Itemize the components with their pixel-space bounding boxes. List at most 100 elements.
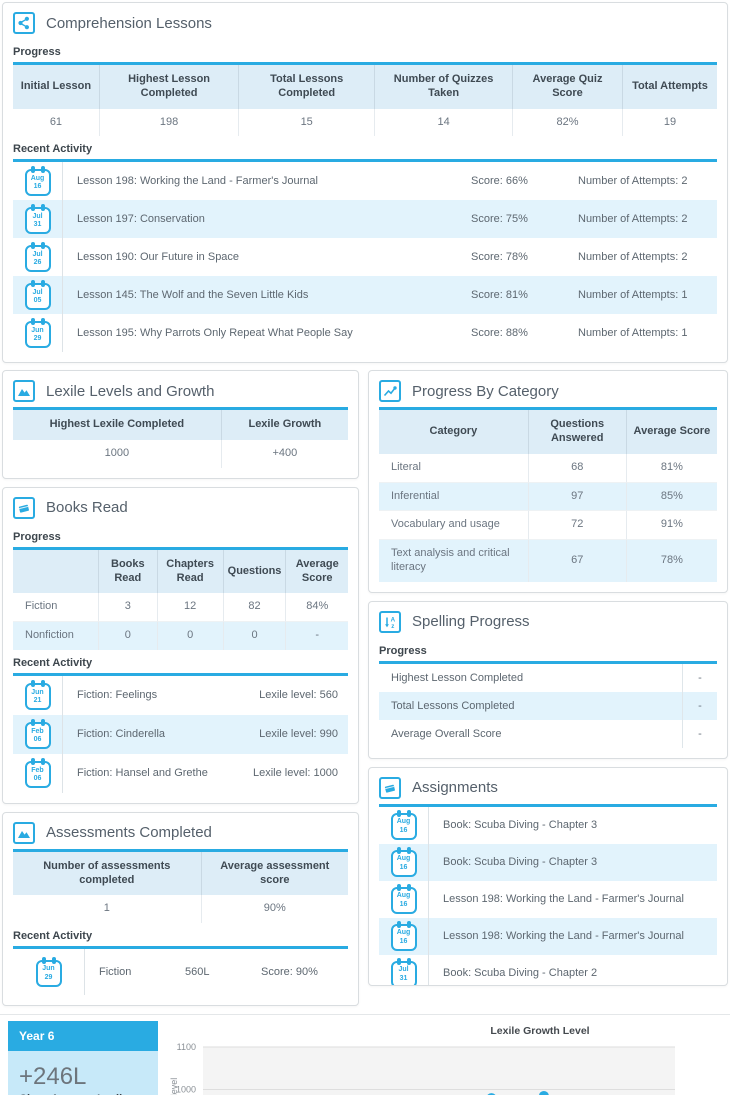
assessments-recent-activity-list: Jun 29 Fiction 560L Score: 90% (13, 946, 348, 995)
activity-title: Fiction: Feelings (77, 689, 158, 702)
comprehension-progress-table: Initial Lesson Highest Lesson Completed To… (13, 62, 717, 137)
books-progress-table: Books Read Chapters Read Questions Average … (13, 546, 348, 650)
column-header: Average assessment score (200, 851, 348, 896)
panel-header: Assignments (369, 768, 727, 804)
activity-score: Score: 66% (471, 175, 528, 188)
activity-score: Score: 75% (471, 213, 528, 226)
date-cell: Aug 16 (379, 880, 429, 918)
date-cell: Aug 16 (379, 917, 429, 955)
table-cell: 1000 (104, 447, 130, 459)
table-row: 1000 +400 (13, 440, 348, 468)
calendar-icon: Aug 16 (390, 884, 417, 914)
spelling-row-value: - (682, 691, 717, 720)
assignment-title: Lesson 198: Working the Land - Farmer's … (443, 930, 684, 942)
class-average-lexile-growth-label: Class Average Lexile Growth (19, 1092, 147, 1095)
panel-spelling-progress: A z Spelling Progress Progress Highest L… (368, 600, 728, 759)
assessments-table: Number of assessments completed Average a… (13, 848, 348, 923)
table-cell: 19 (621, 108, 717, 137)
panel-body: Progress Books Read Chapters Read Question… (3, 524, 358, 803)
table-row: Fiction 3 12 82 84% (13, 593, 348, 621)
table-cell: 15 (238, 108, 374, 137)
table-cell: Inferential (379, 481, 528, 511)
calendar-icon: Aug 16 (390, 810, 417, 840)
calendar-icon: Jun 29 (24, 318, 51, 349)
activity-attempts: Number of Attempts: 2 (578, 213, 688, 226)
area-chart-icon (13, 380, 35, 403)
panel-title: Assessments Completed (46, 824, 212, 842)
assignment-title: Lesson 198: Working the Land - Farmer's … (443, 893, 684, 905)
activity-title: Lesson 190: Our Future in Space (77, 251, 240, 264)
calendar-icon: Jul 26 (24, 242, 51, 273)
recent-activity-section-label: Recent Activity (13, 930, 93, 942)
date-cell: Jul 05 (13, 276, 63, 315)
activity-row: Aug 16 Lesson 198: Working the Land - Farm… (379, 917, 717, 955)
plot-area (203, 1047, 675, 1095)
class-summary-section: Year 6 +246L Class Average Lexile Growth… (0, 1014, 730, 1095)
activity-attempts: Number of Attempts: 1 (578, 289, 688, 302)
table-cell: Nonfiction (13, 621, 98, 650)
table-cell: 85% (625, 481, 717, 511)
recent-activity-section-label: Recent Activity (13, 143, 93, 156)
activity-row: Jul 05 Lesson 145: The Wolf and the Seven … (13, 276, 717, 315)
table-cell: 1 (103, 902, 110, 915)
calendar-icon: Aug 16 (390, 847, 417, 877)
activity-row: Jun 29 Fiction 560L Score: 90% (13, 949, 348, 995)
table-cell: 68 (527, 453, 626, 482)
activity-title: Fiction: Hansel and Grethel (77, 767, 208, 780)
column-header: Lexile Growth (220, 410, 348, 440)
activity-title: Lesson 197: Conservation (77, 213, 205, 226)
progress-section-label: Progress (13, 46, 61, 58)
date-cell: Jul 31 (379, 954, 429, 985)
activity-score: Score: 88% (471, 327, 528, 340)
column-header: Chapters Read (156, 549, 223, 594)
table-cell: 78% (625, 539, 717, 582)
chart-point (538, 1090, 549, 1095)
panel-books-read: Books Read Progress Books Read Chapters R… (2, 486, 359, 804)
table-cell: 3 (98, 593, 157, 621)
chart-title: Lexile Growth Level (490, 1025, 589, 1037)
panel-lexile-levels: Lexile Levels and Growth Highest Lexile … (2, 370, 359, 479)
panel-header: Comprehension Lessons (3, 3, 727, 39)
table-cell: - (285, 621, 348, 650)
activity-lexile-level: Lexile level: 990 (259, 728, 338, 741)
column-header: Number of assessments completed (13, 851, 201, 896)
table-cell: 90% (200, 895, 348, 923)
panel-title: Progress By Category (412, 382, 559, 400)
spelling-row-label: Average Overall Score (391, 727, 502, 740)
dashboard-columns: Lexile Levels and Growth Highest Lexile … (2, 370, 728, 1014)
table-cell: 82 (222, 593, 286, 621)
panel-comprehension-lessons: Comprehension Lessons Progress Initial L… (2, 2, 728, 364)
spelling-row-value: - (682, 719, 717, 748)
panel-body: Progress Initial Lesson Highest Lesson Co… (3, 39, 727, 362)
column-header: Average Score (625, 410, 717, 454)
calendar-icon: Jul 31 (24, 204, 51, 235)
panel-header: Books Read (3, 488, 358, 524)
activity-title: Fiction: Cinderella (77, 728, 166, 741)
calendar-icon: Jun 21 (24, 680, 51, 711)
area-chart-icon (13, 821, 35, 844)
table-cell: Fiction (25, 600, 58, 613)
panel-header: Assessments Completed (3, 813, 358, 849)
activity-score: Score: 81% (471, 289, 528, 302)
progress-section-label: Progress (13, 530, 61, 543)
column-header: Total Lessons Completed (238, 65, 375, 109)
date-cell: Jul 26 (13, 238, 63, 277)
column-header: Total Attempts (621, 65, 717, 109)
y-axis-label: Lexile level (169, 1078, 179, 1095)
year-summary-card: Year 6 +246L Class Average Lexile Growth… (8, 1021, 158, 1095)
activity-row: Jul 31 Lesson 197: Conservation Score: 75% N… (13, 200, 717, 239)
y-tick-label: 1000 (176, 1085, 196, 1095)
table-cell: 0 (98, 621, 157, 650)
column-header: Questions (222, 549, 286, 594)
svg-text:A: A (391, 616, 396, 623)
activity-attempts: Number of Attempts: 1 (578, 327, 688, 340)
column-header: Books Read (98, 549, 157, 594)
activity-row: Jul 26 Lesson 190: Our Future in Space Scor… (13, 238, 717, 277)
activity-row: Feb 06 Fiction: Cinderella Lexile level: 99… (13, 714, 348, 754)
panel-body: Number of assessments completed Average a… (3, 848, 358, 1005)
spelling-progress-list: Highest Lesson Completed - Total Lessons C… (379, 660, 717, 748)
table-cell: 0 (222, 621, 286, 650)
activity-row: Aug 16 Book: Scuba Diving - Chapter 3 (379, 806, 717, 844)
progress-section-label: Progress (379, 644, 427, 657)
